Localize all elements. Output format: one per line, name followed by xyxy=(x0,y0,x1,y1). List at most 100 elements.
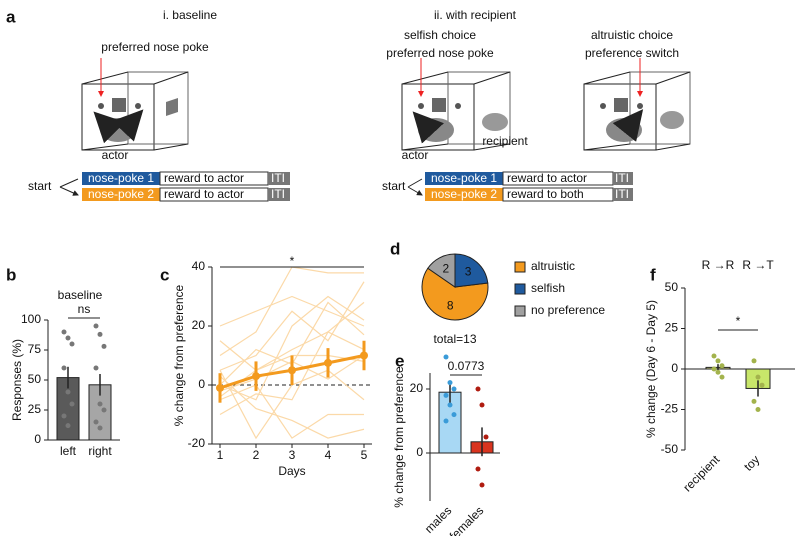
point xyxy=(252,372,260,381)
title: ii. with recipient xyxy=(434,8,517,22)
y-tick-label: 50 xyxy=(28,372,42,386)
point xyxy=(443,354,449,360)
annotation: * xyxy=(736,314,741,328)
individual-line xyxy=(219,295,365,327)
x-tick-label: 4 xyxy=(325,448,332,462)
point xyxy=(288,366,296,375)
label: preferred nose poke xyxy=(101,40,209,54)
cell: reward to actor xyxy=(164,171,244,185)
panel-letter: c xyxy=(160,265,169,284)
point xyxy=(93,419,99,425)
cell: ITI xyxy=(615,187,629,201)
point xyxy=(479,402,485,408)
point xyxy=(715,369,721,375)
cell: nose-poke 2 xyxy=(88,187,154,201)
point xyxy=(475,386,481,392)
start: start xyxy=(28,179,52,193)
point xyxy=(69,341,75,347)
cell: nose-poke 1 xyxy=(88,171,154,185)
y-tick-label: 0 xyxy=(671,361,678,375)
cell: ITI xyxy=(615,171,629,185)
point xyxy=(97,425,103,431)
y-tick-label: -50 xyxy=(661,442,679,456)
point xyxy=(93,323,99,329)
y-label: % change (Day 6 - Day 5) xyxy=(644,300,658,438)
point xyxy=(451,386,457,392)
point xyxy=(97,331,103,337)
point xyxy=(61,329,67,335)
point xyxy=(719,374,725,380)
annotation: 0.0773 xyxy=(448,359,485,373)
legend-swatch xyxy=(514,261,526,273)
point xyxy=(759,382,765,388)
pie-slice xyxy=(454,253,489,288)
panel-letter: d xyxy=(390,239,400,258)
y-tick-label: 50 xyxy=(665,280,679,294)
point xyxy=(443,392,449,398)
point xyxy=(101,407,107,413)
cell: reward to actor xyxy=(507,171,587,185)
annotation: * xyxy=(290,254,295,268)
y-tick-label: 25 xyxy=(665,321,679,335)
point xyxy=(479,482,485,488)
label: preference switch xyxy=(585,46,679,60)
cage xyxy=(81,58,189,151)
annotation: total=13 xyxy=(433,332,476,346)
cell: nose-poke 1 xyxy=(431,171,497,185)
y-tick-label: -25 xyxy=(661,402,679,416)
y-tick-label: 0 xyxy=(34,432,41,446)
panel-a: a i. baseline preferred nose poke actor … xyxy=(6,7,691,202)
x-tick-label: right xyxy=(88,444,112,458)
cell: ITI xyxy=(271,187,285,201)
panel-letter: f xyxy=(650,265,656,284)
point xyxy=(755,407,761,412)
legend-label: no preference xyxy=(531,303,605,317)
y-tick-label: -20 xyxy=(188,436,206,450)
actor: actor xyxy=(102,148,129,162)
point xyxy=(751,358,757,364)
point xyxy=(475,466,481,472)
legend-label: altruistic xyxy=(531,259,575,273)
point xyxy=(69,401,75,407)
group-label: R →T xyxy=(742,258,774,272)
point xyxy=(483,434,489,440)
point xyxy=(65,389,71,395)
cage xyxy=(401,58,691,151)
individual-line xyxy=(219,331,365,416)
cell: reward to actor xyxy=(164,187,244,201)
panel-letter: e xyxy=(395,351,404,370)
individual-line xyxy=(219,375,365,439)
point xyxy=(65,423,71,429)
annotation: ns xyxy=(78,302,91,316)
cell: reward to both xyxy=(507,187,584,201)
actor: actor xyxy=(402,148,429,162)
y-tick-label: 75 xyxy=(28,342,42,356)
y-tick-label: 20 xyxy=(410,381,424,395)
slice-label: 3 xyxy=(465,264,472,278)
legend-label: selfish xyxy=(531,281,565,295)
panel-letter: a xyxy=(6,7,16,26)
point xyxy=(755,374,761,380)
title: i. baseline xyxy=(163,8,217,22)
x-tick-label: 5 xyxy=(361,448,368,462)
x-tick-label: 1 xyxy=(217,448,224,462)
point xyxy=(101,343,107,349)
point xyxy=(360,351,368,360)
y-tick-label: 20 xyxy=(192,318,206,332)
cell: nose-poke 2 xyxy=(431,187,497,201)
point xyxy=(751,398,757,404)
x-tick-label: females xyxy=(447,503,487,536)
x-tick-label: recipient xyxy=(680,452,722,494)
point xyxy=(97,401,103,407)
x-tick-label: 3 xyxy=(289,448,296,462)
point xyxy=(719,363,725,369)
y-tick-label: 0 xyxy=(416,445,423,459)
start: start xyxy=(382,179,406,193)
point xyxy=(65,335,71,341)
pie-slice xyxy=(427,253,456,288)
cell: ITI xyxy=(271,171,285,185)
group-label: R →R xyxy=(702,258,735,272)
point xyxy=(711,366,717,372)
x-tick-label: 2 xyxy=(253,448,260,462)
